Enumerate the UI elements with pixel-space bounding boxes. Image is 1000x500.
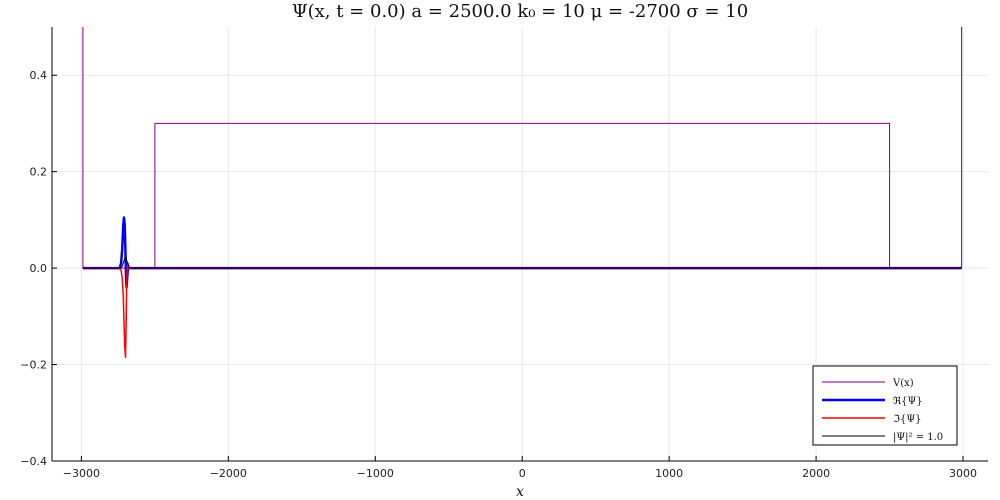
x-tick-label: −3000 — [63, 467, 100, 480]
legend-label: V(x) — [892, 378, 914, 389]
chart-title: Ψ(x, t = 0.0) a = 2500.0 k₀ = 10 μ = -27… — [292, 1, 748, 22]
series-line-3 — [82, 255, 962, 269]
y-tick-label: −0.2 — [20, 359, 47, 372]
x-axis-label: x — [516, 484, 524, 500]
legend-box — [812, 365, 958, 446]
legend: V(x) ℜ{Ψ} ℑ{Ψ} |Ψ|² = 1.0 — [812, 365, 958, 446]
x-tick-label: −1000 — [357, 467, 394, 480]
legend-label: |Ψ|² = 1.0 — [893, 432, 943, 443]
ticks: −3000 −2000 −1000 0 1000 2000 3000 −0.4 −0.2 0.0 0… — [20, 69, 977, 480]
axes — [51, 27, 988, 462]
y-tick-label: 0.2 — [30, 166, 48, 179]
series-layer — [82, 27, 963, 359]
x-tick-label: 1000 — [655, 467, 683, 480]
x-tick-label: 0 — [519, 467, 526, 480]
x-tick-label: −2000 — [210, 467, 247, 480]
x-tick-label: 2000 — [802, 467, 830, 480]
x-tick-label: 3000 — [949, 467, 977, 480]
legend-label: ℜ{Ψ} — [893, 396, 923, 407]
y-tick-label: −0.4 — [20, 455, 47, 468]
y-tick-label: 0.0 — [30, 262, 48, 275]
legend-label: ℑ{Ψ} — [893, 414, 921, 425]
y-tick-label: 0.4 — [30, 69, 48, 82]
